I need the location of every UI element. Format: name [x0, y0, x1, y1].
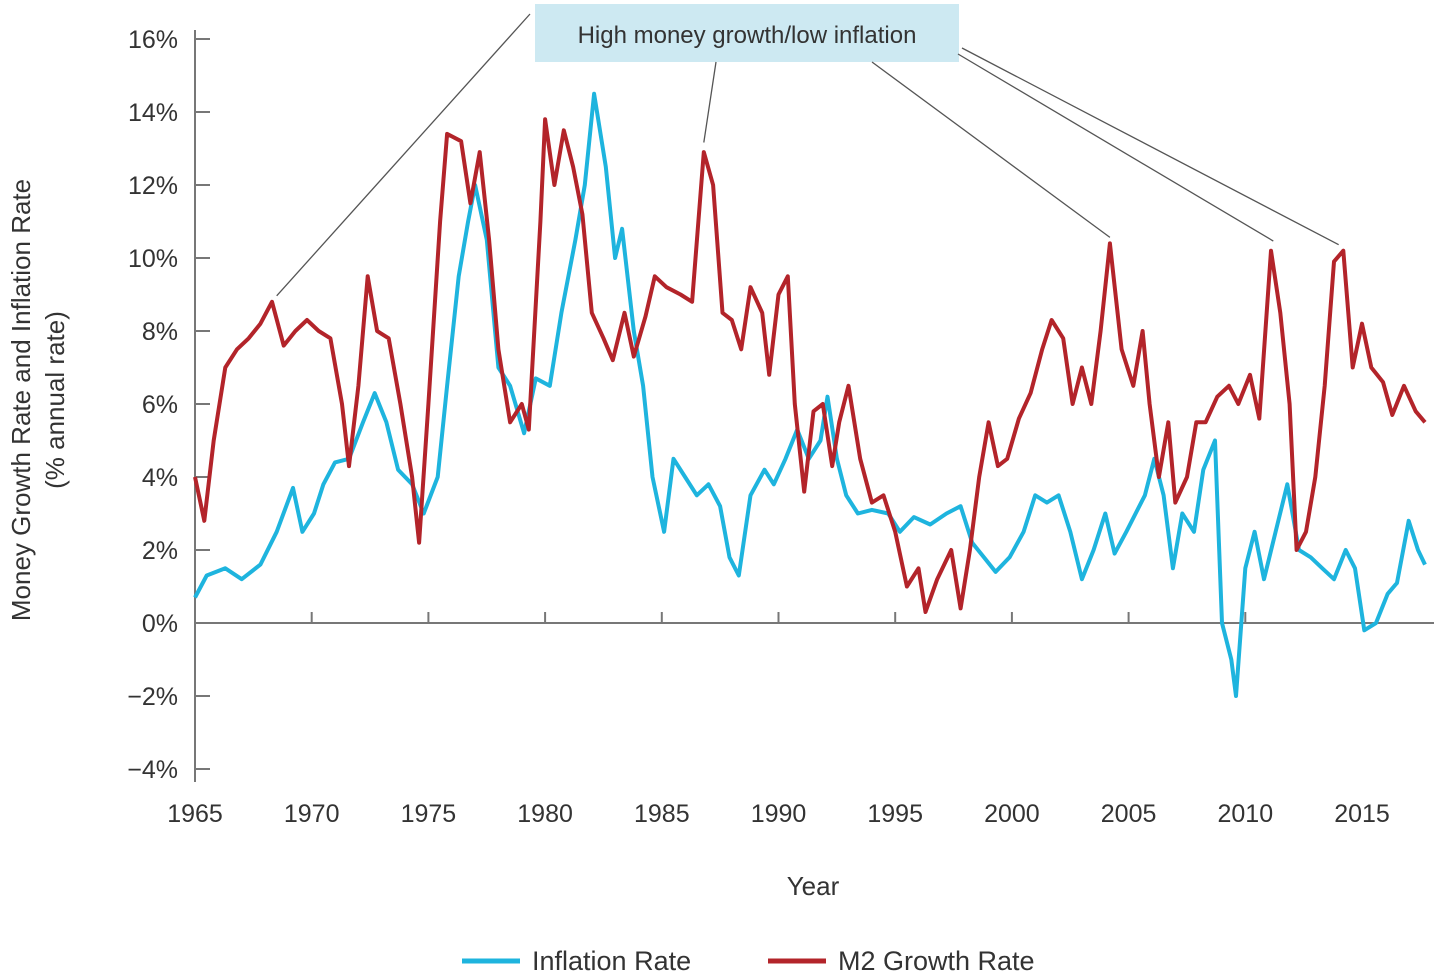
x-tick-label: 1995: [867, 800, 923, 828]
y-tick-label: 6%: [142, 391, 178, 419]
annotation-leader-line: [276, 13, 531, 297]
y-tick-label: 10%: [128, 245, 178, 273]
y-axis-subtitle: (% annual rate): [40, 311, 70, 489]
x-tick-label: 1990: [751, 800, 807, 828]
x-tick-label: 2000: [984, 800, 1040, 828]
x-tick-label: 1970: [284, 800, 340, 828]
x-axis-title: Year: [787, 871, 840, 901]
axes: −4% −2% 0% 2% 4% 6% 8% 10% 12% 14% 16% 1965 1970 1975…: [127, 26, 1434, 828]
legend-label-inflation: Inflation Rate: [532, 946, 691, 976]
y-tick-label: 4%: [142, 464, 178, 492]
x-tick-label: 1975: [401, 800, 457, 828]
annotation: High money growth/low inflation: [276, 4, 1339, 297]
legend-label-m2: M2 Growth Rate: [838, 946, 1035, 976]
y-tick-label: −2%: [127, 683, 178, 711]
annotation-leader-line: [871, 61, 1111, 238]
x-tick-label: 1985: [634, 800, 690, 828]
series-lines: [193, 91, 1427, 698]
annotation-label: High money growth/low inflation: [578, 22, 917, 49]
m2-growth-rate-line: [193, 117, 1427, 614]
y-tick-label: 8%: [142, 318, 178, 346]
legend: Inflation Rate M2 Growth Rate: [462, 946, 1035, 976]
y-tick-label: −4%: [127, 756, 178, 784]
inflation-rate-line: [193, 91, 1427, 698]
y-tick-label: 14%: [128, 99, 178, 127]
x-tick-label: 1965: [167, 800, 223, 828]
x-tick-label: 1980: [517, 800, 573, 828]
annotation-box: [535, 4, 959, 62]
x-tick-label: 2015: [1334, 800, 1390, 828]
annotation-leader-line: [703, 61, 717, 143]
x-tick-label: 2005: [1101, 800, 1157, 828]
y-tick-label: 2%: [142, 537, 178, 565]
y-tick-label: 12%: [128, 172, 178, 200]
annotation-leader-line: [961, 47, 1339, 246]
y-tick-label: 16%: [128, 26, 178, 54]
x-tick-label: 2010: [1217, 800, 1273, 828]
y-axis-title: Money Growth Rate and Inflation Rate: [6, 179, 36, 621]
y-tick-label: 0%: [142, 610, 178, 638]
annotation-leader-line: [957, 53, 1274, 242]
